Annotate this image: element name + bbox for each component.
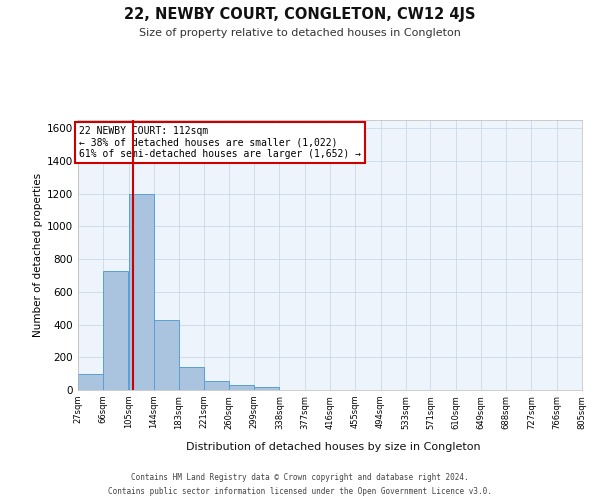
- Bar: [78, 374, 103, 390]
- Bar: [103, 270, 128, 390]
- Bar: [229, 385, 254, 390]
- Y-axis label: Number of detached properties: Number of detached properties: [33, 173, 43, 337]
- Bar: [179, 367, 203, 390]
- Bar: [128, 194, 154, 390]
- Text: Contains public sector information licensed under the Open Government Licence v3: Contains public sector information licen…: [108, 488, 492, 496]
- Text: 22 NEWBY COURT: 112sqm
← 38% of detached houses are smaller (1,022)
61% of semi-: 22 NEWBY COURT: 112sqm ← 38% of detached…: [79, 126, 361, 159]
- Text: 22, NEWBY COURT, CONGLETON, CW12 4JS: 22, NEWBY COURT, CONGLETON, CW12 4JS: [124, 8, 476, 22]
- Text: Distribution of detached houses by size in Congleton: Distribution of detached houses by size …: [185, 442, 481, 452]
- Text: Contains HM Land Registry data © Crown copyright and database right 2024.: Contains HM Land Registry data © Crown c…: [131, 472, 469, 482]
- Bar: [204, 381, 229, 390]
- Bar: [254, 386, 280, 390]
- Bar: [154, 320, 179, 390]
- Text: Size of property relative to detached houses in Congleton: Size of property relative to detached ho…: [139, 28, 461, 38]
